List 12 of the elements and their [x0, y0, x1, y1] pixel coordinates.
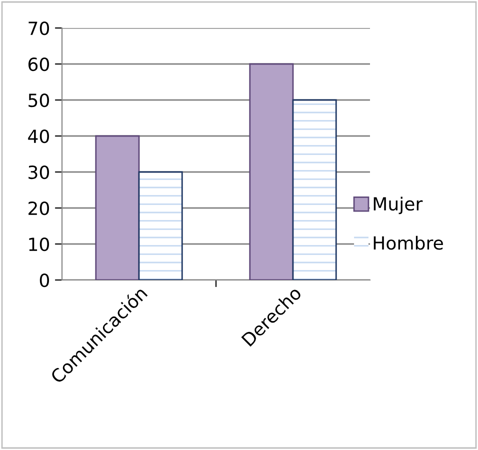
y-tick-label: 40 — [28, 129, 49, 144]
legend-label: Hombre — [374, 236, 443, 250]
y-tick-label: 70 — [28, 21, 49, 36]
y-tick-label: 60 — [28, 57, 49, 72]
y-tick-label: 30 — [28, 165, 49, 180]
bar — [249, 63, 294, 280]
y-tick-label: 20 — [28, 201, 49, 216]
bar — [95, 135, 140, 280]
y-tick-label: 10 — [29, 237, 49, 252]
y-tick-label: 0 — [40, 273, 49, 288]
legend-label: Mujer — [374, 196, 423, 214]
y-tick-label: 50 — [28, 93, 49, 108]
